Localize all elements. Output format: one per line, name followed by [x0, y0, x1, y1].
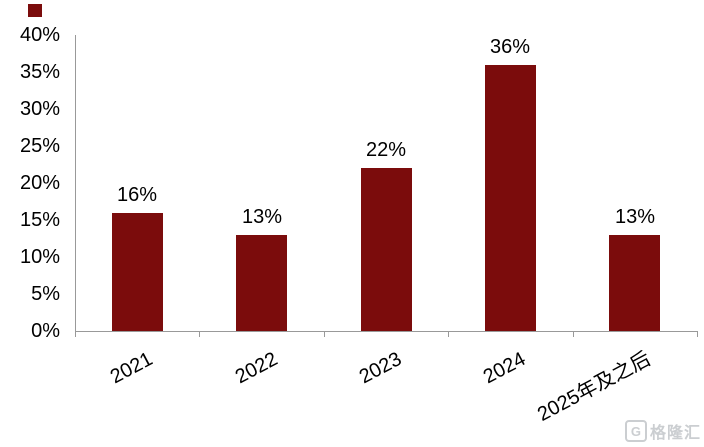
bar-2023 — [361, 168, 412, 331]
y-tick-label: 10% — [19, 246, 60, 268]
bar-2021 — [112, 213, 163, 331]
x-axis-tick — [448, 332, 449, 337]
x-category-label: 2022 — [231, 348, 282, 389]
watermark-text: 格隆汇 — [649, 425, 701, 442]
gelonghui-logo-icon: G — [624, 420, 647, 442]
x-axis-tick — [75, 332, 76, 337]
bar-value-label: 13% — [241, 206, 283, 228]
x-category-label: 2021 — [106, 348, 157, 389]
bar-2025年及之后 — [609, 235, 660, 331]
y-tick-label: 0% — [31, 320, 60, 342]
y-tick-label: 30% — [19, 98, 60, 120]
bar-value-label: 22% — [365, 139, 407, 161]
y-tick-label: 20% — [19, 172, 60, 194]
bar-value-label: 36% — [489, 36, 531, 58]
y-tick-label: 35% — [19, 61, 60, 83]
watermark: G 格隆汇 — [624, 419, 701, 443]
x-axis-tick — [573, 332, 574, 337]
x-category-label: 2024 — [479, 348, 530, 389]
series-legend-marker — [28, 4, 42, 17]
x-category-label: 2023 — [355, 348, 406, 389]
y-tick-label: 40% — [19, 24, 60, 46]
x-axis-tick — [199, 332, 200, 337]
x-axis-tick — [324, 332, 325, 337]
x-axis-tick — [697, 332, 698, 337]
bar-2022 — [236, 235, 287, 331]
x-category-label: 2025年及之后 — [534, 348, 655, 426]
y-tick-label: 25% — [19, 135, 60, 157]
x-axis-line — [75, 331, 698, 332]
bar-value-label: 13% — [614, 206, 656, 228]
bar-2024 — [485, 65, 536, 331]
y-axis-line — [75, 35, 76, 332]
y-tick-label: 5% — [31, 283, 60, 305]
bar-value-label: 16% — [116, 184, 158, 206]
y-tick-label: 15% — [19, 209, 60, 231]
